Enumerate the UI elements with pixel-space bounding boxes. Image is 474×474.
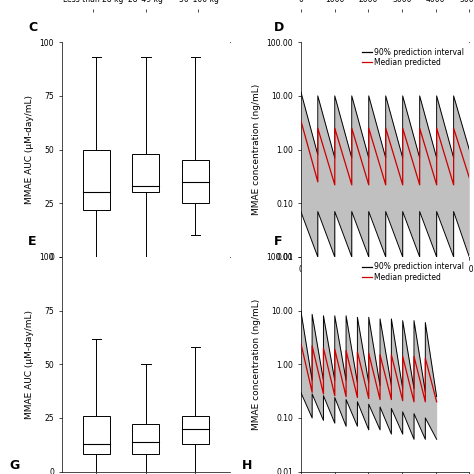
Text: C: C bbox=[28, 20, 37, 34]
Y-axis label: MMAE AUC (μM-day/mL): MMAE AUC (μM-day/mL) bbox=[25, 310, 34, 419]
Text: H: H bbox=[242, 459, 252, 472]
Y-axis label: MMAE concentration (ng/mL): MMAE concentration (ng/mL) bbox=[252, 299, 261, 430]
Y-axis label: MMAE concentration (ng/mL): MMAE concentration (ng/mL) bbox=[252, 84, 261, 215]
Y-axis label: MMAE AUC (μM-day/mL): MMAE AUC (μM-day/mL) bbox=[25, 95, 34, 204]
X-axis label: Body weight range: Body weight range bbox=[98, 276, 194, 285]
Bar bbox=[82, 416, 110, 455]
Text: F: F bbox=[274, 235, 283, 248]
Legend: 90% prediction interval, Median predicted: 90% prediction interval, Median predicte… bbox=[361, 46, 465, 69]
Bar bbox=[132, 424, 159, 455]
Legend: 90% prediction interval, Median predicted: 90% prediction interval, Median predicte… bbox=[361, 261, 465, 283]
Bar bbox=[132, 154, 159, 192]
X-axis label: Time since first dose (hours): Time since first dose (hours) bbox=[312, 276, 458, 285]
Text: G: G bbox=[9, 459, 20, 472]
Bar bbox=[182, 416, 209, 444]
Text: E: E bbox=[28, 235, 36, 248]
Text: D: D bbox=[274, 20, 284, 34]
Bar bbox=[182, 160, 209, 203]
Bar bbox=[82, 150, 110, 210]
